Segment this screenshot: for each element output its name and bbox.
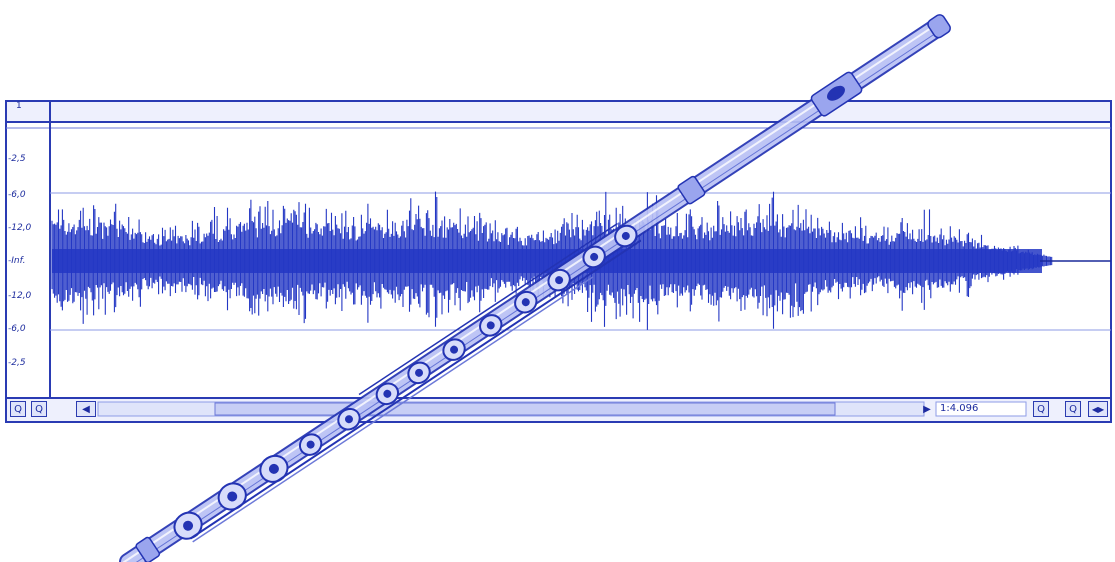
- flute-key-hole: [383, 389, 392, 398]
- flute-key-hole: [268, 463, 279, 474]
- flute-key-hole: [521, 298, 530, 307]
- amplitude-label: -12,0: [8, 223, 32, 233]
- flute-key-hole: [344, 415, 353, 424]
- amplitude-gridlines: [50, 192, 1111, 331]
- flute-key-hole: [555, 276, 564, 285]
- scroll-left-icon[interactable]: ◀: [76, 401, 96, 417]
- waveform: [51, 191, 1053, 330]
- flute-key-hole: [183, 520, 194, 531]
- amplitude-label: -12,0: [8, 291, 32, 301]
- scroll-horizontal-icon[interactable]: ◀▶: [1088, 401, 1108, 417]
- flute-key-hole: [621, 231, 630, 240]
- zoom-out-icon[interactable]: Q: [10, 401, 26, 417]
- flute-key-hole: [227, 491, 238, 502]
- flute-icon: [119, 14, 951, 562]
- zoom-in-icon[interactable]: Q: [31, 401, 47, 417]
- amplitude-label: -6,0: [8, 324, 26, 334]
- track-header: [7, 102, 1110, 122]
- amplitude-label: -2,5: [8, 154, 26, 164]
- flute-key-hole: [486, 321, 495, 330]
- zoom-out-icon[interactable]: Q: [1033, 401, 1049, 417]
- time-readout-box: [935, 401, 1027, 417]
- flute-key-hole: [415, 368, 424, 377]
- zoom-in-icon[interactable]: Q: [1065, 401, 1081, 417]
- amplitude-label: -2,5: [8, 358, 26, 368]
- play-icon[interactable]: ▶: [923, 403, 931, 415]
- time-readout: 1:4.096: [940, 403, 979, 414]
- amplitude-label: -Inf.: [8, 256, 26, 266]
- channel-label: 1: [16, 101, 22, 111]
- flute-key-hole: [450, 345, 459, 354]
- flute-key-hole: [306, 440, 315, 449]
- amplitude-label: -6,0: [8, 190, 26, 200]
- flute-key-hole: [590, 252, 599, 261]
- scroll-thumb[interactable]: [214, 402, 836, 416]
